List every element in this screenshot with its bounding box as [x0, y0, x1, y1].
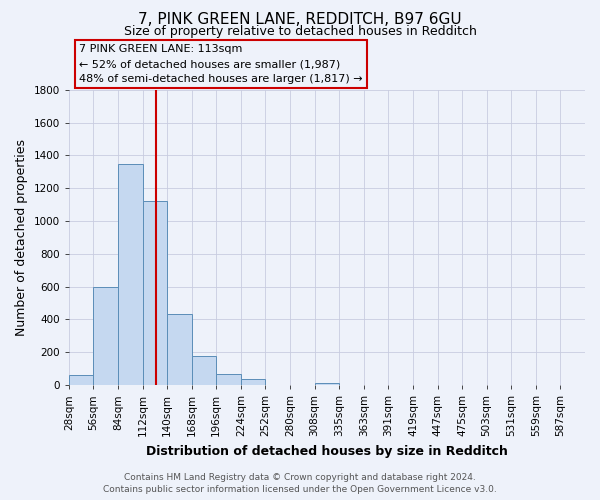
- Bar: [217, 374, 241, 385]
- Bar: [94, 286, 118, 385]
- Bar: [69, 375, 94, 385]
- Y-axis label: Number of detached properties: Number of detached properties: [15, 139, 28, 336]
- Bar: [143, 202, 167, 385]
- Text: 7 PINK GREEN LANE: 113sqm
← 52% of detached houses are smaller (1,987)
48% of se: 7 PINK GREEN LANE: 113sqm ← 52% of detac…: [79, 44, 363, 84]
- Bar: [192, 356, 217, 385]
- Text: Contains HM Land Registry data © Crown copyright and database right 2024.
Contai: Contains HM Land Registry data © Crown c…: [103, 472, 497, 494]
- Bar: [167, 314, 192, 385]
- Bar: [314, 382, 339, 385]
- Bar: [241, 380, 265, 385]
- Text: 7, PINK GREEN LANE, REDDITCH, B97 6GU: 7, PINK GREEN LANE, REDDITCH, B97 6GU: [138, 12, 462, 28]
- Text: Size of property relative to detached houses in Redditch: Size of property relative to detached ho…: [124, 25, 476, 38]
- Bar: [118, 164, 143, 385]
- X-axis label: Distribution of detached houses by size in Redditch: Distribution of detached houses by size …: [146, 444, 508, 458]
